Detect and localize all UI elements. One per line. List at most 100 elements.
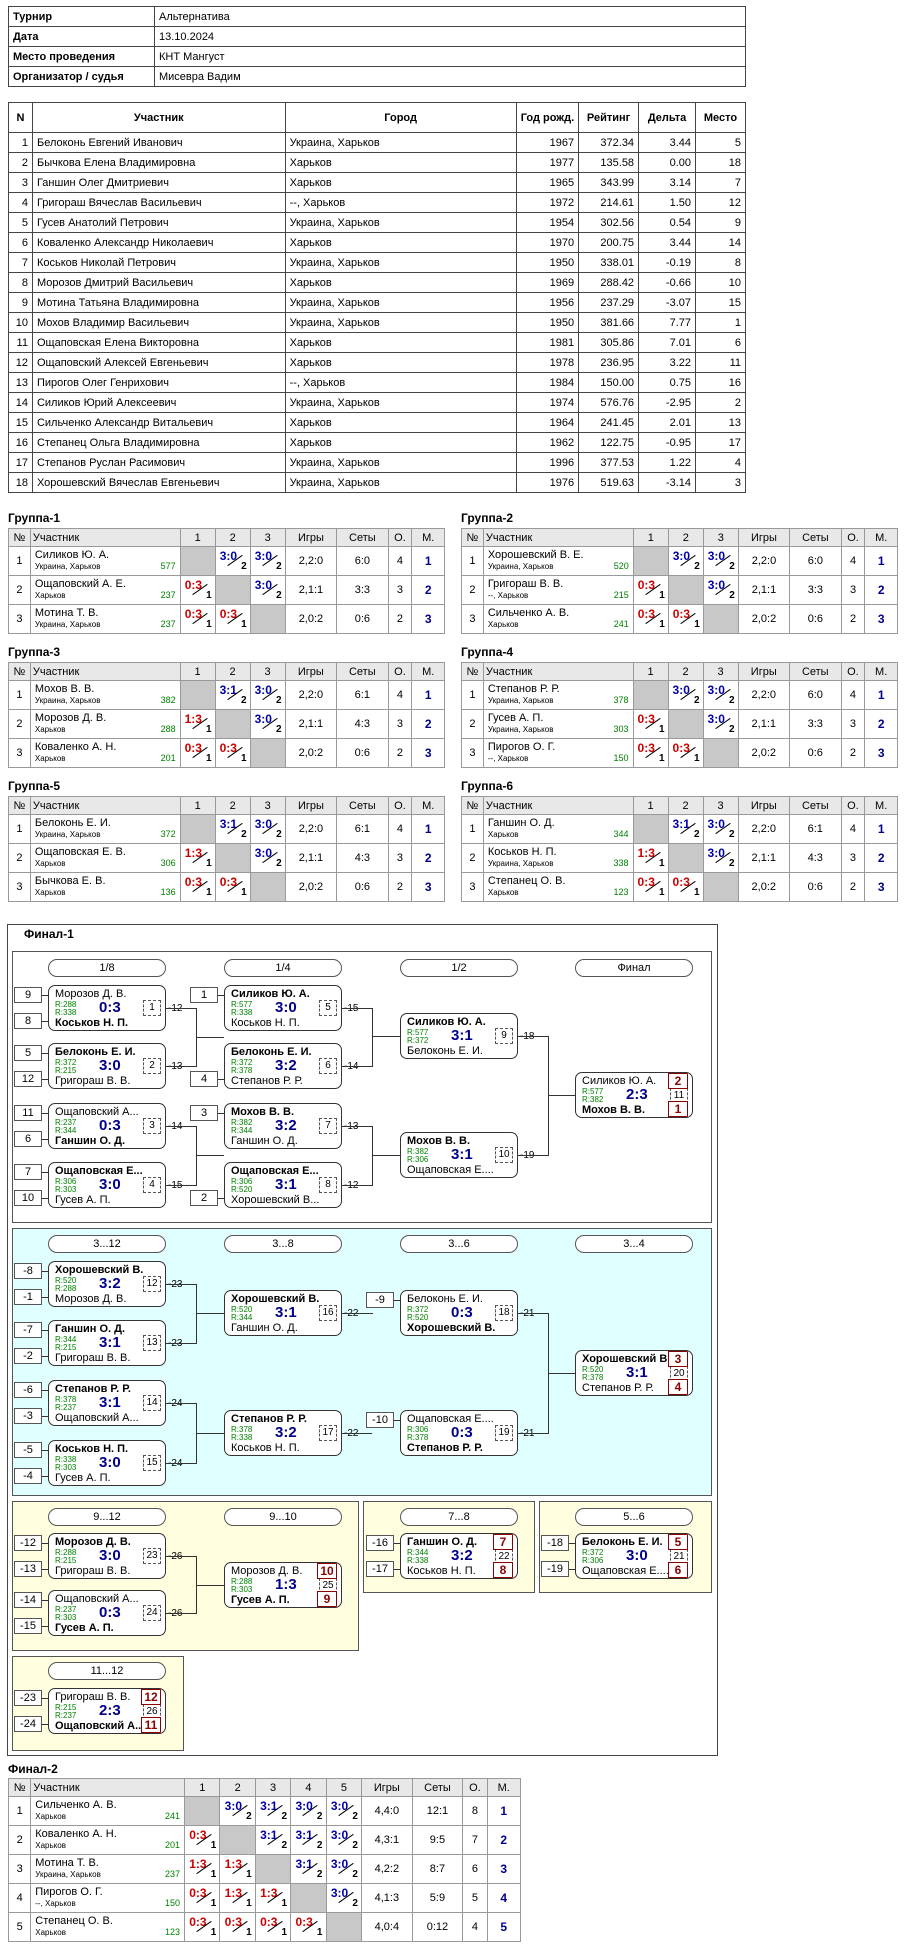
bracket-line	[196, 1433, 224, 1434]
match-box[interactable]: Хорошевский В.... R:520 R:344 3:1 16 Ганшин О…	[224, 1290, 342, 1336]
match-box[interactable]: Григораш В. В. R:215 R:237 2:3 26 Ощаповский …	[48, 1688, 166, 1734]
row-number: 2	[8, 575, 31, 605]
place-cell: 2	[411, 709, 445, 739]
table-row: 2 Коваленко А. Н. Харьков 201 0:3 1 3:1 2 3:1 2 3:…	[7, 1825, 522, 1855]
match-box[interactable]: Коськов Н. П. R:338 R:303 3:0 15 Гусев А. П.	[48, 1440, 166, 1486]
match-player2: Коськов Н. П.	[231, 1442, 300, 1454]
match-rating1: R:372	[55, 1058, 77, 1067]
match-box[interactable]: Морозов Д. В. R:288 R:338 0:3 1 Коськов Н. П.	[48, 985, 166, 1031]
final2-title: Финал-2	[8, 1762, 58, 1776]
place-value: 3	[424, 746, 432, 760]
score-value: 3:0	[707, 845, 725, 860]
score-points: 1	[206, 752, 212, 764]
table-cell: 1972	[515, 192, 580, 213]
score-value: 0:3	[219, 740, 237, 755]
bracket-line	[42, 1271, 48, 1272]
score-value: 3:0	[330, 1856, 349, 1871]
player-name: Бычкова Е. В.	[34, 875, 106, 887]
match-box[interactable]: Силиков Ю. А. R:577 R:338 3:0 5 Коськов Н. П.	[224, 985, 342, 1031]
match-box[interactable]: Ощаповский А... R:237 R:344 0:3 3 Ганшин О. Д…	[48, 1103, 166, 1149]
match-box[interactable]: Степанов Р. Р. R:378 R:338 3:2 17 Коськов Н. …	[224, 1410, 342, 1456]
match-box[interactable]: Ощаповская Е.... R:306 R:303 3:0 4 Гусев А. П…	[48, 1162, 166, 1208]
group-header: №	[8, 796, 31, 815]
city-text: Украина, Харьков	[487, 696, 554, 705]
match-box[interactable]: Силиков Ю. А. R:577 R:372 3:1 9 Белоконь Е. И…	[400, 1013, 518, 1059]
match-box[interactable]: Силиков Ю. А. R:577 R:382 2:3 11 Мохов В. В. 2…	[575, 1072, 693, 1118]
match-box[interactable]: Морозов Д. В. R:288 R:303 1:3 25 Гусев А. П. 1…	[224, 1562, 342, 1608]
table-cell: 2	[8, 152, 33, 173]
bracket-line	[42, 1476, 48, 1477]
row-number: 2	[8, 843, 31, 873]
group-header: 3	[249, 796, 286, 815]
info-value: Альтернатива	[154, 6, 746, 27]
match-box[interactable]: Белоконь Е. И. R:372 R:215 3:0 2 Григораш В. …	[48, 1043, 166, 1089]
match-box[interactable]: Ощаповский А... R:237 R:303 0:3 24 Гусев А. П…	[48, 1590, 166, 1636]
player-name: Мотина Т. В.	[34, 607, 99, 619]
match-player2: Морозов Д. В.	[55, 1293, 127, 1305]
result-cell: 3:0 2	[214, 546, 251, 576]
table-cell: 14	[695, 232, 746, 253]
table-row: 7 Коськов Николай Петрович Украина, Харько…	[8, 252, 746, 273]
match-box[interactable]: Хорошевский В.... R:520 R:288 3:2 12 Морозов …	[48, 1261, 166, 1307]
match-box[interactable]: Белоконь Е. И. R:372 R:378 3:2 6 Степанов Р. …	[224, 1043, 342, 1089]
match-score: 3:0	[275, 999, 297, 1016]
table-cell: 0.54	[638, 212, 696, 233]
table-cell: 519.63	[578, 472, 640, 493]
match-box[interactable]: Мохов В. В. R:382 R:306 3:1 10 Ощаповская Е..…	[400, 1132, 518, 1178]
match-rating2: R:344	[231, 1313, 253, 1322]
result-cell	[632, 814, 669, 844]
result-cell	[179, 680, 216, 710]
match-box[interactable]: Ощаповская Е.... R:306 R:520 3:1 8 Хорошевски…	[224, 1162, 342, 1208]
match-box[interactable]: Ганшин О. Д. R:344 R:215 3:1 13 Григораш В. В…	[48, 1320, 166, 1366]
score-points: 1	[658, 857, 665, 869]
round-header: 1/2	[400, 959, 518, 977]
player-rating: 241	[613, 619, 629, 629]
match-box[interactable]: Ощаповская Е.... R:306 R:378 0:3 19 Степанов …	[400, 1410, 518, 1456]
match-box[interactable]: Хорошевский В.... R:520 R:378 3:1 20 Степанов…	[575, 1350, 693, 1396]
score-value: 3:0	[219, 548, 238, 563]
match-box[interactable]: Белоконь Е. И. R:372 R:306 3:0 21 Ощаповская …	[575, 1533, 693, 1579]
score-mark: 3:0 2	[218, 548, 248, 572]
place-cell: 2	[864, 575, 898, 605]
table-cell: --, Харьков	[284, 372, 517, 393]
row-number: 4	[7, 1883, 32, 1913]
group-header: 1	[179, 528, 216, 547]
city-text: Харьков	[34, 591, 66, 600]
result-cell: 0:3 1	[214, 872, 251, 902]
table-cell: -3.07	[638, 292, 696, 313]
round-header: 3...12	[48, 1235, 166, 1253]
score-mark: 3:1 2	[293, 1856, 323, 1880]
score-mark: 0:3 1	[636, 740, 666, 764]
score-points: 2	[281, 1810, 288, 1822]
table-cell: 10	[8, 312, 33, 333]
result-cell: 3:1 2	[214, 680, 251, 710]
player-name: Ощаповский А. Е.	[34, 578, 126, 590]
city-text: Украина, Харьков	[487, 859, 554, 868]
city-text: Харьков	[487, 830, 519, 839]
match-box[interactable]: Белоконь Е. И. R:372 R:520 0:3 18 Хорошевский…	[400, 1290, 518, 1336]
info-key: Организатор / судья	[8, 66, 155, 87]
match-rating2: R:237	[55, 1711, 77, 1720]
match-box[interactable]: Степанов Р. Р. R:378 R:237 3:1 14 Ощаповский …	[48, 1380, 166, 1426]
table-row: 9 Мотина Татьяна Владимировна Украина, Хар…	[8, 292, 746, 313]
player-rating: 136	[160, 887, 176, 897]
table-cell: 576.76	[578, 392, 640, 413]
sets-cell: 4:3	[336, 843, 389, 873]
city-text: Харьков	[34, 888, 66, 897]
group-header: М.	[486, 1778, 522, 1797]
match-box[interactable]: Морозов Д. В. R:288 R:215 3:0 23 Григораш В. …	[48, 1533, 166, 1579]
match-number: 10	[495, 1147, 513, 1163]
group-header-row: № Участник 1 2 3 Игры Сеты О. М.	[461, 528, 898, 547]
match-box[interactable]: Мохов В. В. R:382 R:344 3:2 7 Ганшин О. Д.	[224, 1103, 342, 1149]
sets-cell: 0:12	[411, 1912, 464, 1942]
table-row: 2 Гусев А. П. Украина, Харьков 303 0:3 1 3:0 2 2…	[461, 709, 898, 739]
match-box[interactable]: Ганшин О. Д. R:344 R:338 3:2 22 Коськов Н. П.…	[400, 1533, 518, 1579]
participants-header: Город	[284, 102, 517, 133]
match-rating2: R:338	[231, 1008, 253, 1017]
match-player1: Ощаповская Е....	[407, 1413, 494, 1425]
score-mark: 3:0 2	[706, 548, 736, 572]
place-cell: 3	[411, 604, 445, 634]
rank-badge: 8	[493, 1562, 513, 1578]
result-cell: 3:0 2	[667, 680, 704, 710]
score-points: 1	[210, 1897, 217, 1909]
